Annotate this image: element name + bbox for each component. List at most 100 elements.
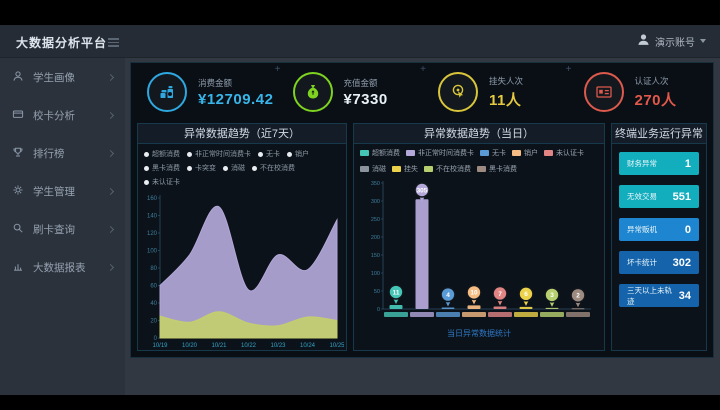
svg-text:10/23: 10/23 [270, 343, 286, 349]
legend-swatch-icon [480, 150, 489, 156]
terminal-stats-panel: 终端业务运行异常 财务异常 1 无效交易 551 异常贩机 0 坏卡统计 302 三天以上未轨迹… [611, 123, 707, 351]
svg-text:10/25: 10/25 [329, 343, 344, 349]
search-icon [12, 222, 24, 237]
svg-text:0: 0 [377, 307, 380, 313]
legend-swatch-icon [392, 166, 401, 172]
user-name: 演示账号 [655, 37, 695, 49]
sidebar-item-student-portrait[interactable]: 学生画像 [0, 58, 125, 96]
legend-item[interactable]: 黑卡消费 [144, 163, 180, 173]
stats-panel-title: 终端业务运行异常 [612, 124, 706, 144]
legend-dot-icon [144, 165, 149, 171]
legend-item[interactable]: 卡突变 [187, 163, 216, 173]
legend-dot-icon [187, 151, 192, 157]
coin-stack-icon [147, 72, 187, 112]
sidebar-item-bigdata-report[interactable]: 大数据报表 [0, 248, 125, 286]
svg-text:11: 11 [393, 289, 400, 296]
svg-text:60: 60 [150, 284, 157, 290]
svg-text:150: 150 [371, 253, 380, 259]
daily-abnormal-link[interactable]: 当日异常数据统计 [447, 329, 511, 338]
kpi-consumption-amount: + 消费金额 ¥12709.42 [131, 63, 281, 121]
stat-value: 34 [678, 289, 691, 302]
legend-item[interactable]: 超额消费 [360, 148, 400, 158]
legend-item[interactable]: 无卡 [480, 148, 506, 158]
svg-text:2: 2 [576, 293, 580, 300]
legend-item[interactable]: 消磁 [223, 163, 245, 173]
legend-item[interactable]: 销户 [287, 149, 309, 159]
legend-label: 销户 [295, 151, 309, 158]
main-content: + 消费金额 ¥12709.42 + 充值金额 [125, 58, 720, 395]
legend-item[interactable]: 无卡 [258, 149, 280, 159]
sidebar-item-card-analysis[interactable]: 校卡分析 [0, 96, 125, 134]
legend-label: 消磁 [372, 166, 386, 173]
stat-row[interactable]: 异常贩机 0 [619, 218, 699, 241]
svg-text:200: 200 [371, 235, 380, 241]
kpi-auth-count: 认证人次 270人 [568, 63, 714, 121]
legend-dot-icon [252, 165, 257, 171]
stat-value: 551 [672, 190, 691, 203]
area-chart-title: 异常数据趋势（近7天） [138, 124, 346, 144]
sidebar-item-rankings[interactable]: 排行榜 [0, 134, 125, 172]
legend-dot-icon [144, 151, 149, 157]
svg-text:3: 3 [550, 292, 554, 299]
chevron-right-icon [106, 225, 115, 233]
legend-item[interactable]: 不在校消费 [252, 163, 295, 173]
kpi-label: 认证人次 [634, 75, 669, 86]
sidebar-item-swipe-query[interactable]: 刷卡查询 [0, 210, 125, 248]
bar-chart-icon [12, 260, 24, 275]
stat-row[interactable]: 三天以上未轨迹 34 [619, 284, 699, 307]
user-icon [637, 33, 650, 49]
sidebar-item-student-management[interactable]: 学生管理 [0, 172, 125, 210]
chevron-right-icon [106, 73, 115, 81]
kpi-loss-report-count: + 挂失人次 11人 [422, 63, 572, 121]
corner-plus-decoration: + [274, 64, 281, 75]
legend-item[interactable]: 销户 [512, 148, 538, 158]
user-menu[interactable]: 演示账号 [637, 33, 706, 49]
stat-row[interactable]: 坏卡统计 302 [619, 251, 699, 274]
hamburger-menu-icon[interactable] [108, 38, 119, 49]
legend-item[interactable]: 超额消费 [144, 149, 180, 159]
svg-text:40: 40 [150, 301, 157, 307]
bar-chart-title: 异常数据趋势（当日） [354, 124, 604, 144]
legend-item[interactable]: 未认证卡 [144, 177, 180, 187]
svg-text:140: 140 [147, 214, 158, 220]
stat-label: 无效交易 [627, 192, 657, 201]
kpi-label: 消费金额 [198, 77, 233, 88]
legend-label: 无卡 [492, 150, 506, 157]
legend-item[interactable]: 非正常时间消费卡 [187, 149, 251, 159]
kpi-recharge-amount: + 充值金额 ¥7330 [277, 63, 426, 121]
stat-row[interactable]: 财务异常 1 [619, 152, 699, 175]
stat-label: 财务异常 [627, 159, 657, 168]
stat-row[interactable]: 无效交易 551 [619, 185, 699, 208]
sidebar-item-label: 学生画像 [33, 71, 75, 84]
legend-swatch-icon [406, 150, 415, 156]
stats-rows: 财务异常 1 无效交易 551 异常贩机 0 坏卡统计 302 三天以上未轨迹 34 [612, 144, 706, 325]
legend-label: 黑卡消费 [489, 166, 517, 173]
bar-legend: 超额消费 非正常时间消费卡 无卡 销户 未认证卡消磁 挂失 不在校消费 黑卡消费 [354, 144, 604, 175]
legend-item[interactable]: 不在校消费 [424, 164, 471, 174]
svg-text:100: 100 [147, 249, 158, 255]
legend-item[interactable]: 未认证卡 [544, 148, 584, 158]
legend-item[interactable]: 挂失 [392, 164, 418, 174]
legend-item[interactable]: 消磁 [360, 164, 386, 174]
legend-item[interactable]: 黑卡消费 [477, 164, 517, 174]
bar-chart-svg: 0 50 100 150 200 250 300 350 11 305 4 10 7 6 3 2 [371, 181, 591, 317]
trophy-icon [12, 146, 24, 161]
stat-label: 异常贩机 [627, 225, 657, 234]
svg-text:10/20: 10/20 [182, 343, 198, 349]
svg-text:4: 4 [446, 292, 450, 299]
chevron-right-icon [106, 187, 115, 195]
svg-text:10/22: 10/22 [241, 343, 257, 349]
legend-dot-icon [287, 151, 292, 157]
svg-text:7: 7 [498, 291, 502, 298]
legend-swatch-icon [360, 150, 369, 156]
kpi-label: 充值金额 [343, 77, 378, 88]
area-legend: 超额消费 非正常时间消费卡 无卡 销户黑卡消费 卡突变 消磁 不在校消费未认证卡 [138, 144, 346, 188]
kpi-label: 挂失人次 [489, 75, 524, 86]
corner-plus-decoration: + [565, 64, 572, 75]
svg-text:80: 80 [150, 266, 157, 272]
legend-item[interactable]: 非正常时间消费卡 [406, 148, 474, 158]
svg-text:0: 0 [154, 336, 158, 342]
svg-text:305: 305 [417, 187, 428, 194]
card-icon [12, 108, 24, 123]
area-chart-panel: 异常数据趋势（近7天） 超额消费 非正常时间消费卡 无卡 销户黑卡消费 卡突变 消磁 不在校… [137, 123, 347, 351]
